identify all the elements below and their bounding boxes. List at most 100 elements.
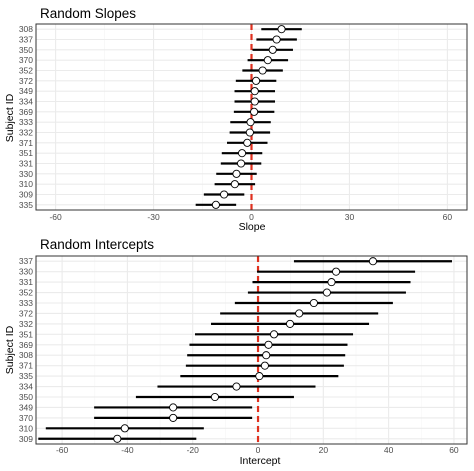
y-axis-title: Subject ID: [4, 93, 16, 142]
point-estimate-351: [237, 149, 247, 158]
y-tick-labels: 3373303313523333723323513693083713353343…: [19, 256, 33, 444]
panel-border: [35, 23, 468, 211]
chart-random-slopes: Random Slopes 30833735037035237234933436…: [4, 6, 468, 233]
point-estimate-370: [169, 413, 178, 422]
y-tick-label: 351: [19, 148, 33, 158]
point-estimate-308: [277, 25, 286, 34]
x-tick-label: 0: [249, 212, 254, 222]
y-tick-label: 331: [19, 159, 33, 169]
point-estimate-349: [169, 403, 178, 412]
chart-title: Random Slopes: [40, 6, 136, 21]
y-tick-label: 372: [19, 308, 33, 318]
x-tick-label: -60: [49, 212, 62, 222]
y-tick-label: 349: [19, 402, 33, 412]
y-tick-label: 334: [19, 382, 33, 392]
panel-background: [36, 256, 467, 444]
point-estimate-309: [220, 190, 229, 199]
y-tick-label: 330: [19, 169, 33, 179]
panel-frame-group: [35, 255, 468, 445]
y-tick-label: 335: [19, 200, 33, 210]
point-estimate-334: [250, 97, 259, 106]
y-tick-label: 369: [19, 340, 33, 350]
x-tick-label: -20: [187, 445, 200, 455]
point-estimate-330: [332, 267, 341, 276]
y-tick-label: 371: [19, 361, 33, 371]
y-tick-label: 332: [19, 128, 33, 138]
y-tick-label: 371: [19, 138, 33, 148]
point-estimate-331: [327, 278, 336, 287]
point-estimate-335: [211, 200, 220, 209]
y-tick-label: 350: [19, 392, 33, 402]
x-axis-title: Slope: [239, 221, 266, 233]
point-estimate-335: [255, 372, 264, 381]
point-estimate-332: [285, 319, 295, 328]
point-estimate-350: [210, 392, 219, 402]
x-axis-title: Intercept: [240, 455, 281, 467]
y-tick-label: 350: [19, 45, 33, 55]
y-tick-label: 352: [19, 288, 33, 298]
point-estimate-310: [230, 180, 239, 189]
point-estimate-333: [309, 298, 318, 308]
panel-border: [35, 255, 468, 445]
point-estimate-371: [243, 138, 252, 147]
y-tick-label: 334: [19, 97, 33, 107]
y-tick-label: 332: [19, 319, 33, 329]
panel-frame-group: [35, 23, 468, 211]
y-tick-label: 333: [19, 298, 33, 308]
point-estimate-372: [252, 76, 261, 85]
chart-title: Random Intercepts: [40, 237, 154, 252]
point-estimate-372: [295, 309, 304, 318]
point-estimate-349: [250, 87, 259, 96]
y-tick-label: 370: [19, 413, 33, 423]
y-tick-label: 370: [19, 55, 33, 65]
point-estimate-370: [263, 56, 272, 65]
point-estimate-351: [269, 330, 279, 339]
point-estimate-337: [368, 257, 378, 266]
y-tick-label: 310: [19, 423, 33, 433]
point-estimate-331: [237, 159, 246, 168]
y-tick-label: 369: [19, 107, 33, 117]
x-tick-label: 20: [319, 445, 329, 455]
point-estimate-330: [232, 169, 241, 178]
y-tick-label: 335: [19, 371, 33, 381]
y-tick-label: 337: [19, 256, 33, 266]
x-tick-label: -60: [56, 445, 69, 455]
point-estimate-337: [272, 35, 281, 44]
point-estimate-332: [245, 128, 254, 137]
point-estimate-352: [322, 288, 331, 297]
point-estimate-334: [232, 382, 241, 391]
point-estimate-369: [250, 107, 259, 116]
x-tick-label: -30: [147, 212, 160, 222]
y-tick-label: 310: [19, 179, 33, 189]
point-estimate-333: [246, 118, 255, 127]
y-tick-labels: 3083373503703523723493343693333323713513…: [19, 24, 33, 210]
y-tick-label: 352: [19, 66, 33, 76]
chart-random-intercepts: Random Intercepts 3373303313523333723323…: [4, 237, 468, 467]
x-tick-label: 30: [345, 212, 355, 222]
x-tick-label: 60: [443, 212, 453, 222]
point-estimate-369: [264, 340, 273, 349]
x-tick-label: 40: [384, 445, 394, 455]
point-estimate-309: [113, 434, 122, 443]
y-tick-label: 309: [19, 434, 33, 444]
y-tick-label: 330: [19, 267, 33, 277]
y-tick-label: 349: [19, 86, 33, 96]
x-tick-label: 60: [449, 445, 459, 455]
y-tick-label: 372: [19, 76, 33, 86]
grid: [36, 256, 467, 444]
point-estimate-352: [258, 66, 267, 75]
y-tick-label: 333: [19, 117, 33, 127]
y-tick-label: 309: [19, 190, 33, 200]
point-estimate-350: [268, 45, 277, 54]
point-estimate-310: [120, 424, 129, 433]
y-tick-label: 308: [19, 350, 33, 360]
point-estimate-308: [262, 351, 271, 360]
y-tick-label: 331: [19, 277, 33, 287]
x-tick-labels: -60 -30 0 30 60: [49, 212, 452, 222]
x-tick-label: -40: [121, 445, 134, 455]
y-tick-label: 351: [19, 329, 33, 339]
x-tick-labels: -60 -40 -20 0 20 40 60: [56, 445, 459, 455]
y-tick-label: 308: [19, 24, 33, 34]
y-tick-label: 337: [19, 35, 33, 45]
